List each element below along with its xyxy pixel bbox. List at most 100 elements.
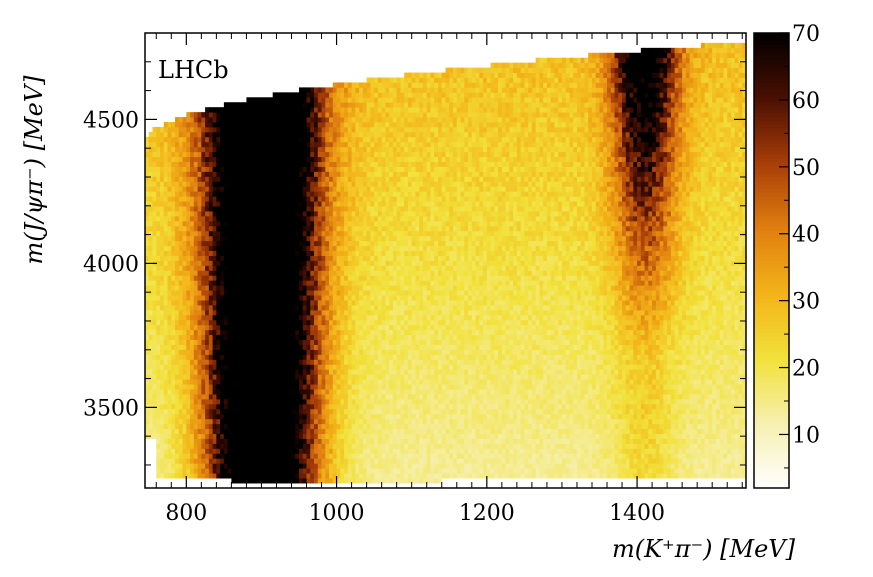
heatmap-cell [186, 305, 191, 311]
heatmap-cell [186, 364, 191, 370]
heatmap-cell [283, 146, 289, 153]
heatmap-cell [163, 374, 168, 380]
heatmap-cell [182, 136, 187, 143]
heatmap-cell [351, 151, 356, 158]
heatmap-cell [370, 117, 375, 123]
heatmap-cell [291, 206, 296, 212]
heatmap-cell [370, 364, 375, 370]
heatmap-cell [306, 433, 311, 439]
heatmap-cell [156, 398, 161, 405]
heatmap-cell [374, 369, 379, 375]
heatmap-cell [205, 418, 210, 425]
heatmap-cell [370, 141, 375, 148]
heatmap-cell [287, 136, 292, 143]
heatmap-cell [321, 225, 326, 232]
heatmap-cell [220, 423, 225, 430]
heatmap-cell [201, 250, 206, 256]
heatmap-cell [276, 186, 281, 192]
heatmap-cell [272, 255, 277, 261]
heatmap-cell [261, 428, 266, 434]
heatmap-cell [160, 329, 165, 336]
heatmap-cell [220, 285, 225, 291]
heatmap-cell [344, 186, 349, 192]
heatmap-cell [246, 369, 251, 375]
heatmap-cell [359, 468, 364, 474]
heatmap-cell [332, 102, 337, 108]
heatmap-cell [347, 136, 352, 143]
heatmap-cell [250, 191, 255, 197]
heatmap-cell [163, 151, 168, 158]
heatmap-cell [257, 211, 262, 217]
heatmap-cell [178, 206, 183, 212]
heatmap-cell [201, 260, 206, 266]
heatmap-cell [385, 161, 390, 167]
heatmap-cell [347, 314, 352, 321]
heatmap-cell [220, 166, 225, 172]
heatmap-cell [265, 265, 270, 271]
heatmap-cell [156, 379, 161, 385]
heatmap-cell [182, 458, 187, 464]
heatmap-cell [190, 215, 195, 222]
heatmap-cell [321, 181, 326, 187]
heatmap-cell [302, 275, 307, 281]
heatmap-cell [220, 433, 225, 439]
heatmap-cell [366, 295, 371, 301]
heatmap-cell [261, 468, 266, 474]
heatmap-cell [193, 329, 198, 336]
heatmap-cell [317, 305, 322, 311]
heatmap-cell [208, 329, 214, 336]
heatmap-cell [351, 196, 356, 202]
heatmap-cell [205, 225, 210, 232]
heatmap-cell [366, 146, 371, 153]
heatmap-cell [216, 369, 221, 375]
heatmap-cell [272, 240, 277, 247]
heatmap-cell [306, 146, 311, 153]
heatmap-cell [250, 418, 255, 425]
heatmap-cell [261, 186, 266, 192]
heatmap-cell [299, 339, 304, 345]
heatmap-cell [351, 102, 356, 108]
heatmap-cell [235, 478, 240, 484]
heatmap-cell [317, 398, 322, 405]
heatmap-cell [314, 87, 319, 93]
heatmap-cell [370, 344, 375, 350]
heatmap-cell [272, 250, 277, 256]
heatmap-cell [235, 463, 240, 469]
heatmap-cell [163, 408, 168, 415]
heatmap-cell [302, 433, 307, 439]
heatmap-cell [351, 374, 356, 380]
heatmap-cell [175, 364, 180, 370]
heatmap-cell [374, 225, 379, 232]
heatmap-cell [359, 394, 364, 400]
heatmap-cell [280, 309, 285, 316]
heatmap-cell [268, 245, 274, 252]
heatmap-cell [283, 344, 289, 350]
heatmap-cell [212, 191, 217, 197]
heatmap-cell [167, 394, 172, 400]
heatmap-cell [201, 225, 206, 232]
heatmap-cell [310, 122, 315, 128]
heatmap-cell [344, 131, 349, 138]
heatmap-cell [344, 161, 349, 167]
heatmap-cell [366, 473, 371, 479]
heatmap-cell [193, 344, 198, 350]
heatmap-cell [257, 408, 262, 415]
heatmap-cell [235, 166, 240, 172]
heatmap-cell [314, 334, 319, 341]
heatmap-cell [171, 413, 176, 420]
heatmap-cell [182, 374, 187, 380]
heatmap-cell [306, 275, 311, 281]
heatmap-cell [377, 260, 383, 266]
heatmap-cell [186, 151, 191, 158]
heatmap-cell [193, 250, 198, 256]
heatmap-cell [246, 443, 251, 449]
heatmap-cell [190, 443, 195, 449]
heatmap-cell [171, 458, 176, 464]
heatmap-cell [201, 230, 206, 237]
heatmap-cell [238, 463, 244, 469]
heatmap-cell [276, 408, 281, 415]
heatmap-cell [201, 403, 206, 410]
heatmap-cell [310, 428, 315, 434]
heatmap-cell [291, 265, 296, 271]
heatmap-cell [201, 443, 206, 449]
